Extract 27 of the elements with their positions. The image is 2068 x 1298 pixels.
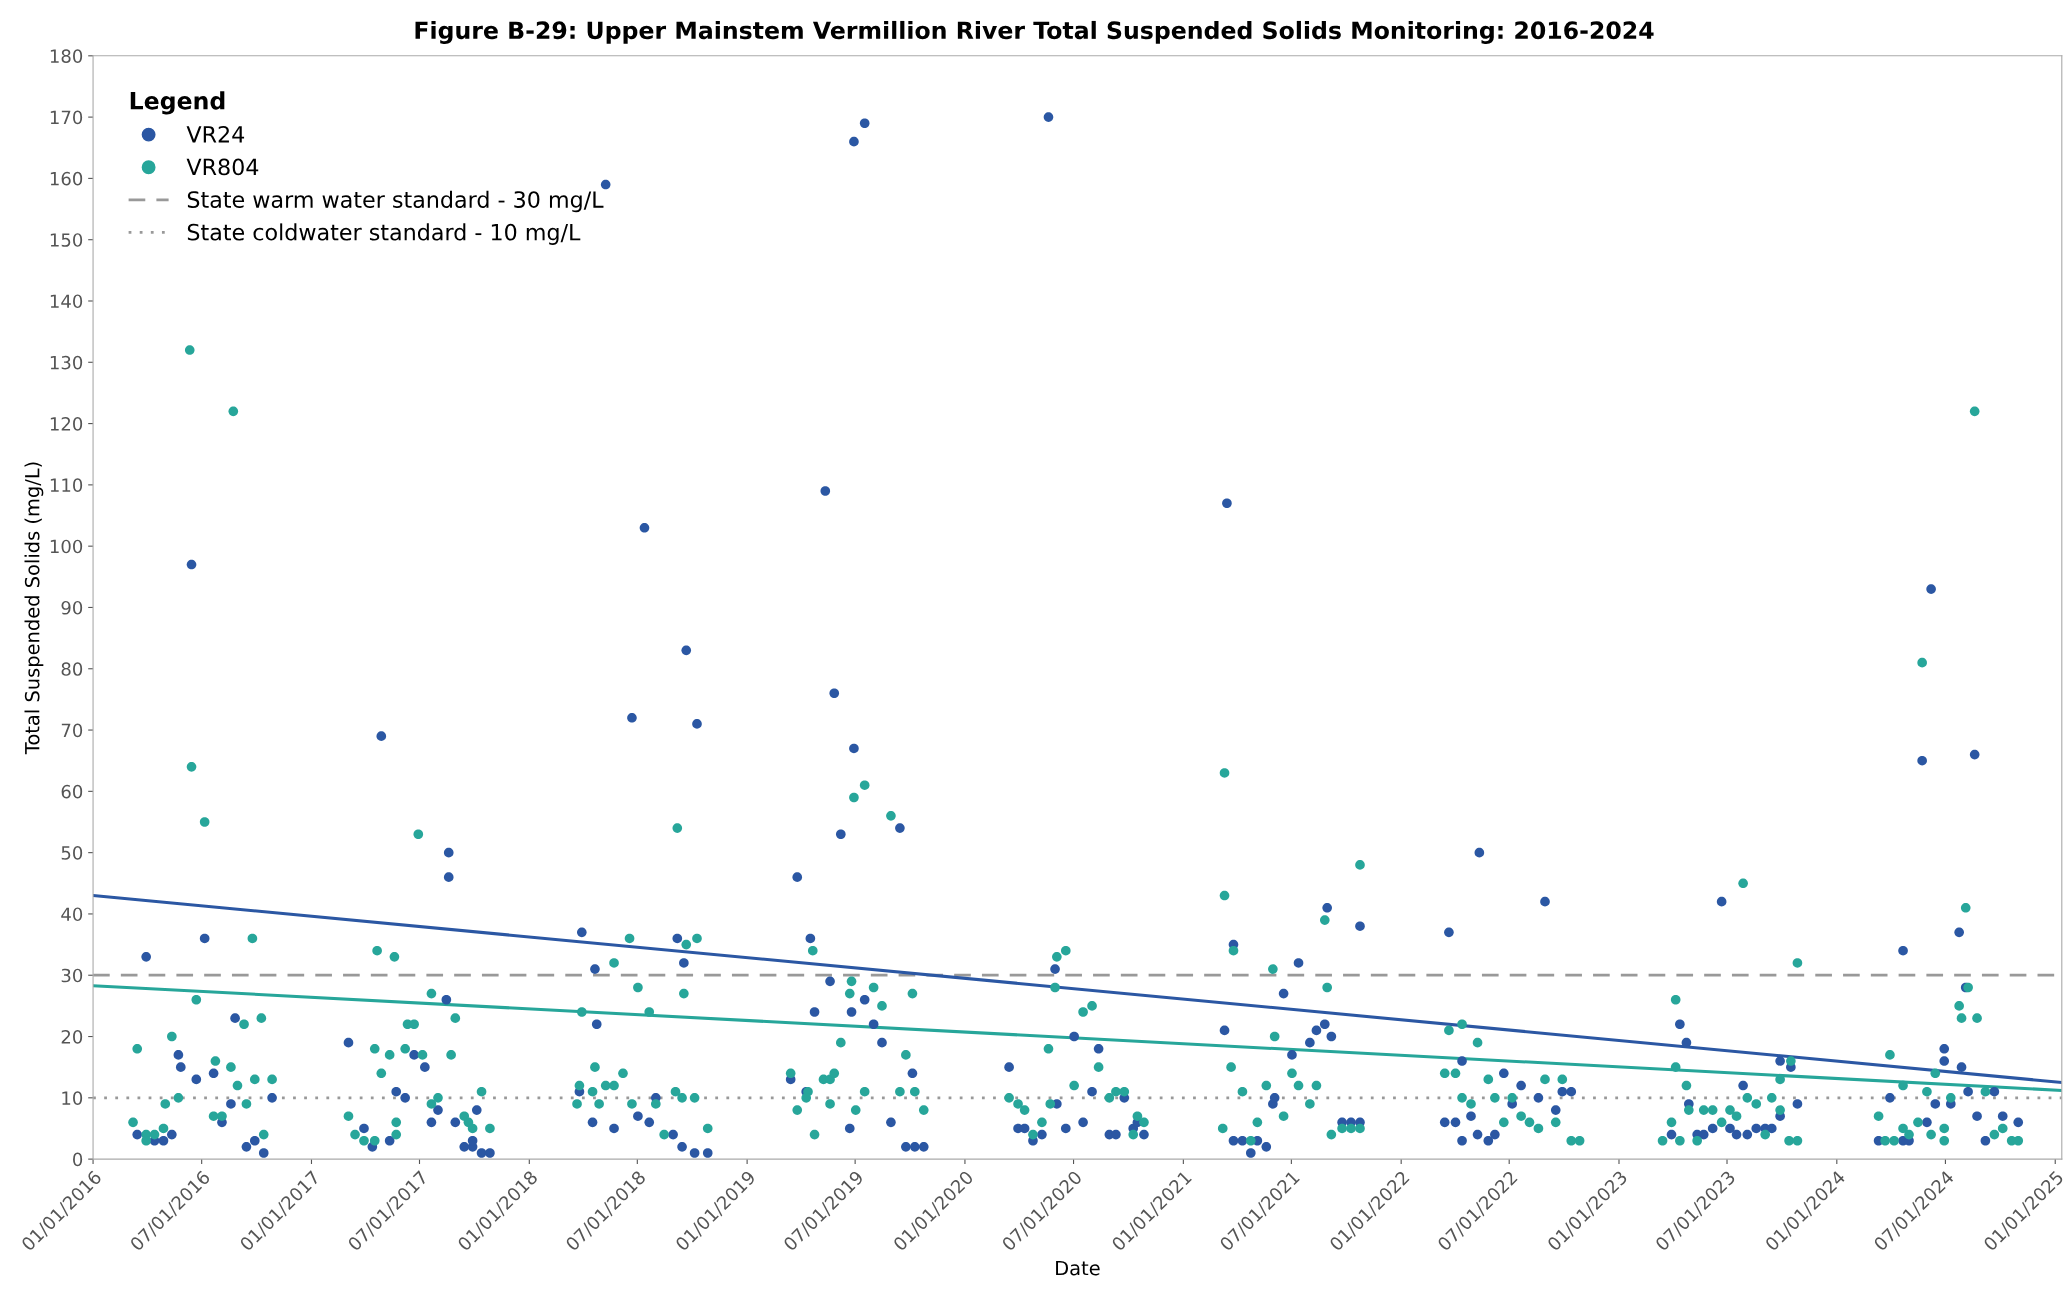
legend-label: State warm water standard - 30 mg/L [187, 190, 604, 213]
y-tick-label: 100 [50, 539, 83, 554]
y-tick-label: 160 [50, 171, 83, 186]
y-tick-label: 110 [50, 478, 83, 492]
y-tick-label: 30 [61, 968, 83, 983]
y-axis-title: Total Suspended Solids (mg/L) [24, 462, 44, 755]
legend-label: VR24 [186, 125, 245, 143]
legend-label: State coldwater standard - 10 mg/L [187, 223, 581, 245]
legend-label: VR804 [186, 158, 259, 176]
x-axis-title: Date [1056, 1260, 1100, 1276]
y-tick-label: 80 [61, 662, 83, 676]
y-tick-label: 120 [50, 417, 83, 431]
chart-title: Figure B-29: Upper Mainstem Vermillion River Total Suspended Solids Monitoring: 2016-2024 [415, 20, 1654, 44]
y-tick-label: 90 [61, 600, 83, 615]
y-tick-label: 170 [50, 110, 83, 125]
y-tick-label: 180 [50, 49, 83, 63]
y-tick-label: 0 [73, 1152, 83, 1167]
y-tick-label: 40 [61, 907, 83, 922]
y-tick-label: 130 [50, 355, 83, 370]
y-tick-label: 140 [50, 294, 83, 309]
y-tick-label: 50 [61, 846, 83, 860]
legend-title: Legend [130, 91, 225, 115]
y-tick-label: 70 [61, 723, 83, 738]
y-tick-label: 150 [50, 233, 83, 247]
y-tick-label: 10 [62, 1091, 83, 1105]
y-tick-label: 20 [61, 1029, 83, 1044]
y-tick-label: 60 [61, 784, 83, 799]
